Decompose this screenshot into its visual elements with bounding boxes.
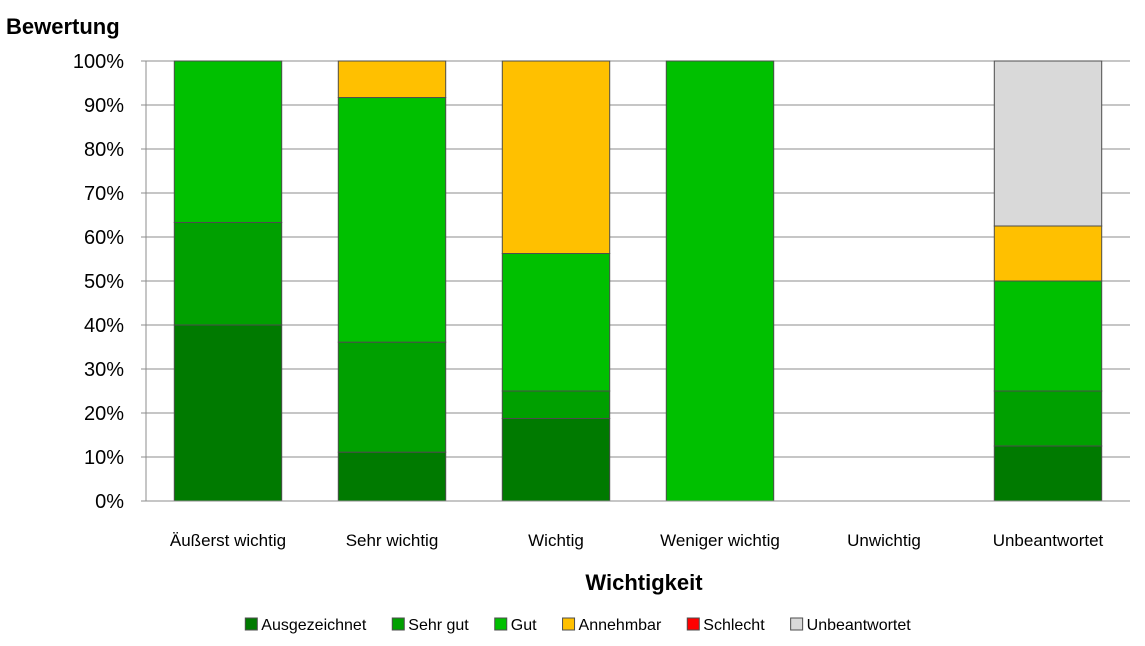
legend-label: Unbeantwortet [807,617,912,634]
bar-segment [665,60,775,502]
bar-segment [173,60,283,223]
bar-segment [993,280,1103,392]
bar-segment [337,97,447,343]
bar-segment [993,390,1103,447]
y-tick-label: 50% [84,271,124,293]
bar-segment [337,60,447,99]
y-tick-label: 80% [84,139,124,161]
legend-item: Ausgezeichnet [244,617,367,634]
y-tick-label: 0% [95,491,124,513]
legend-item: Gut [494,617,537,634]
bar-segment [173,221,283,326]
x-tick-label: Unwichtig [847,531,921,550]
y-tick-label: 70% [84,183,124,205]
legend-label: Schlecht [703,617,765,634]
bar-segment [173,324,283,502]
bar-segment [501,390,611,419]
bar-segment [993,445,1103,502]
legend: Ausgezeichnet Sehr gut Gut Annehmbar Schlech… [244,617,912,634]
y-tick-label: 60% [84,227,124,249]
bar-segment [337,451,447,502]
bars [173,60,1103,502]
legend-swatch [244,617,258,631]
x-tick-label: Sehr wichtig [346,531,439,550]
y-tick-label: 100% [73,51,124,73]
x-tick-label: Weniger wichtig [660,531,780,550]
legend-swatch [562,617,576,631]
x-axis-title: Wichtigkeit [585,570,703,595]
y-tick-label: 40% [84,315,124,337]
legend-item: Unbeantwortet [790,617,912,634]
x-tick-label: Wichtig [528,531,584,550]
y-tick-label: 30% [84,359,124,381]
y-tick-label: 10% [84,447,124,469]
legend-label: Ausgezeichnet [261,617,367,634]
bar-segment [337,341,447,453]
legend-swatch [790,617,804,631]
gridlines [146,60,1130,502]
y-tick-label: 90% [84,95,124,117]
legend-label: Annehmbar [579,617,662,634]
axes: 0% 10% 20% 30% 40% 50% 60% 70% 80% 90% 100% Äußerst… [73,51,1130,550]
legend-swatch [686,617,700,631]
bar-segment [501,253,611,392]
bar-segment [993,225,1103,282]
y-tick-label: 20% [84,403,124,425]
x-tick-label: Unbeantwortet [993,531,1104,550]
bar-segment [993,60,1103,227]
legend-swatch [494,617,508,631]
bar-segment [501,60,611,254]
legend-swatch [391,617,405,631]
legend-item: Annehmbar [562,617,662,634]
bar-segment [501,418,611,502]
x-tick-label: Äußerst wichtig [170,531,286,550]
y-axis-title: Bewertung [6,14,120,39]
legend-label: Gut [511,617,537,634]
legend-item: Schlecht [686,617,765,634]
legend-label: Sehr gut [408,617,469,634]
legend-item: Sehr gut [391,617,469,634]
